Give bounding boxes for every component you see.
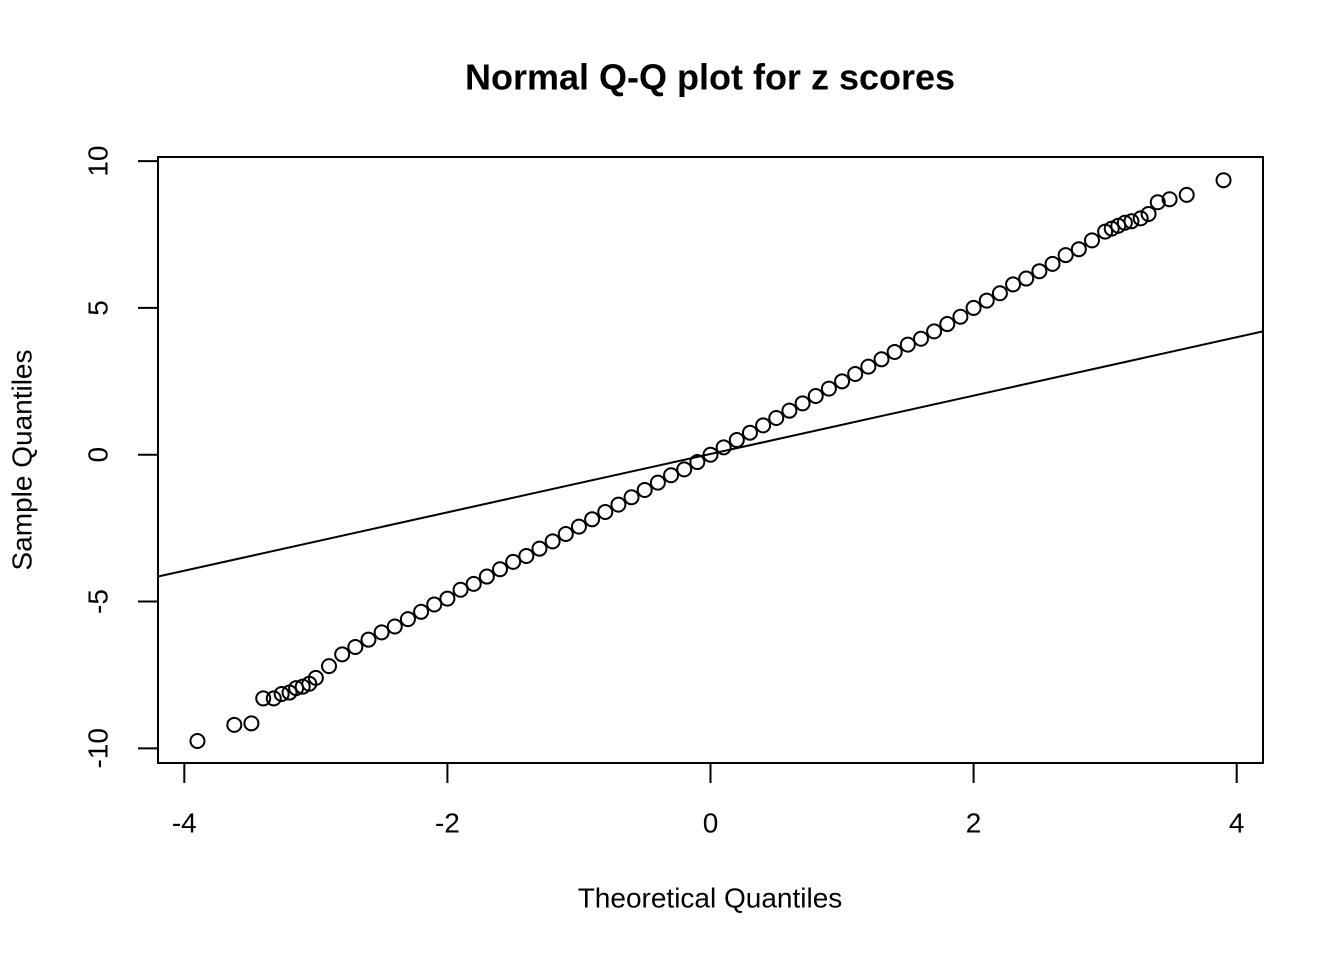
point	[768, 410, 785, 427]
point	[1123, 213, 1140, 230]
point	[584, 511, 601, 528]
point	[570, 518, 587, 535]
point	[676, 461, 693, 478]
point	[873, 351, 890, 368]
point	[226, 716, 243, 733]
point	[273, 686, 290, 703]
point	[755, 417, 772, 434]
point	[265, 690, 282, 707]
point	[952, 308, 969, 325]
x-tick-label: -2	[435, 807, 460, 838]
point	[965, 299, 982, 316]
point	[1031, 263, 1048, 280]
point	[912, 330, 929, 347]
point	[847, 365, 864, 382]
point	[1083, 232, 1100, 249]
point	[807, 387, 824, 404]
y-tick-label: -10	[82, 728, 113, 768]
y-axis-label: Sample Quantiles	[6, 349, 37, 570]
y-tick-label: -5	[82, 589, 113, 614]
point	[939, 316, 956, 333]
point	[689, 454, 706, 471]
point	[820, 380, 837, 397]
y-tick-label: 0	[82, 447, 113, 463]
point	[649, 474, 666, 491]
point	[741, 424, 758, 441]
point	[728, 432, 745, 449]
point	[597, 503, 614, 520]
point	[1044, 255, 1061, 272]
point	[1070, 241, 1087, 258]
point	[702, 446, 719, 463]
point	[1057, 247, 1074, 264]
point	[899, 336, 916, 353]
point	[243, 715, 260, 732]
point	[452, 581, 469, 598]
x-axis-label: Theoretical Quantiles	[578, 882, 843, 913]
reference-line	[158, 330, 1263, 578]
point	[926, 323, 943, 340]
point	[492, 561, 509, 578]
point	[413, 603, 430, 620]
point	[347, 639, 364, 656]
y-tick-label: 10	[82, 146, 113, 177]
point	[1140, 205, 1157, 222]
point	[334, 646, 351, 663]
point	[399, 611, 416, 628]
point	[439, 590, 456, 607]
point	[360, 631, 377, 648]
point	[715, 439, 732, 456]
point	[1149, 194, 1166, 211]
chart-title: Normal Q-Q plot for z scores	[465, 57, 955, 98]
point	[505, 553, 522, 570]
point	[1018, 270, 1035, 287]
point	[794, 395, 811, 412]
point	[255, 690, 272, 707]
point	[978, 292, 995, 309]
point	[189, 732, 206, 749]
point	[321, 658, 338, 675]
x-tick-label: 2	[966, 807, 982, 838]
point	[1161, 191, 1178, 208]
point	[860, 358, 877, 375]
point	[991, 285, 1008, 302]
point	[886, 343, 903, 360]
point	[1178, 186, 1195, 203]
point	[386, 618, 403, 635]
x-tick-label: 4	[1229, 807, 1245, 838]
point	[781, 402, 798, 419]
x-tick-label: 0	[703, 807, 719, 838]
point	[307, 669, 324, 686]
point	[1215, 172, 1232, 189]
point	[623, 489, 640, 506]
point	[1116, 214, 1133, 231]
x-tick-label: -4	[172, 807, 197, 838]
point	[1132, 210, 1149, 227]
point	[636, 481, 653, 498]
point	[663, 467, 680, 484]
point	[1005, 276, 1022, 293]
point	[834, 373, 851, 390]
point	[426, 596, 443, 613]
point	[531, 540, 548, 557]
point	[557, 525, 574, 542]
point	[544, 533, 561, 550]
point	[478, 568, 495, 585]
point	[610, 496, 627, 513]
point	[465, 575, 482, 592]
point	[373, 624, 390, 641]
point	[518, 548, 535, 565]
y-tick-label: 5	[82, 300, 113, 316]
